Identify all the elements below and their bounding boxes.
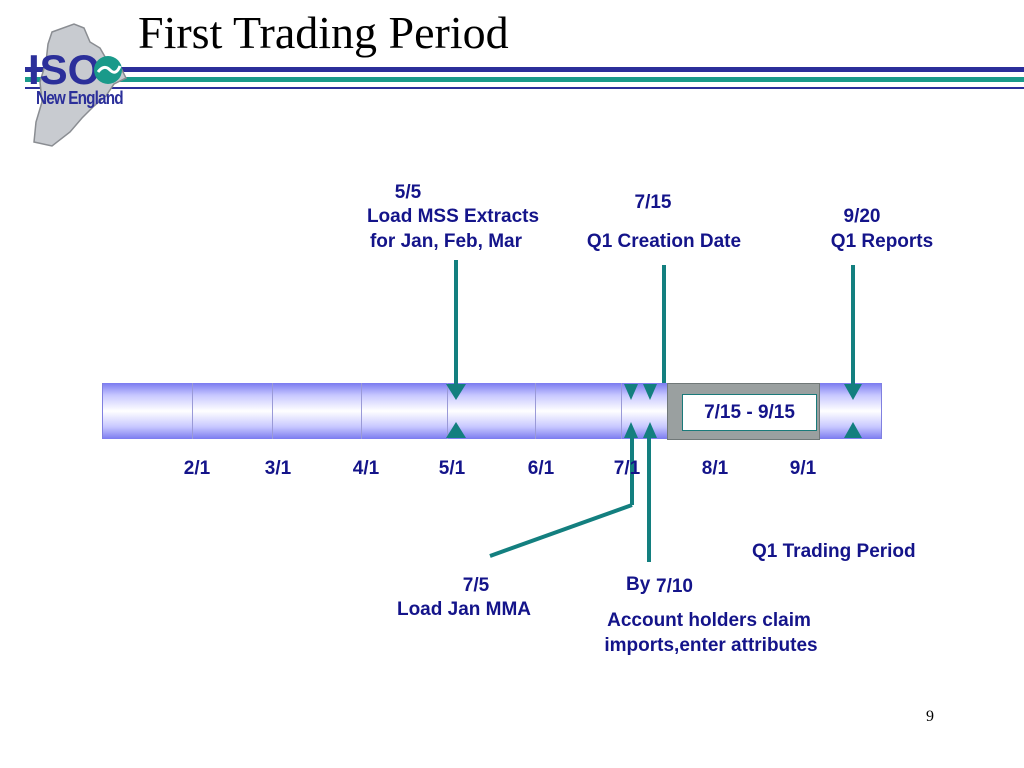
iso-mark: ISO [28,46,100,93]
event-date-7-10: 7/10 [656,576,693,597]
new-england-map-shape [33,23,128,147]
event-label-q1-reports: Q1 Reports [830,231,934,252]
logo-wave [96,65,122,74]
arrow-head-down-5-5 [446,384,466,400]
iso-new-england-logo: ISO [28,23,128,147]
arrow-head-up-5-5 [446,422,466,438]
date-label: 7/1 [613,458,641,479]
date-label: 3/1 [264,458,292,479]
q1-trading-period-label: Q1 Trading Period [752,541,916,562]
marker-up-7-5 [624,422,638,438]
event-date-7-15: 7/15 [634,192,672,213]
header-stripe-navy [25,67,1024,72]
date-label: 8/1 [701,458,729,479]
event-date-7-5: 7/5 [462,575,490,596]
event-label-mss-extracts: Load MSS Extracts [366,206,540,227]
event-label-load-jan-mma: Load Jan MMA [396,599,532,620]
timeline-tick [272,383,273,439]
marker-up-7-10 [643,422,657,438]
timeline-tick [192,383,193,439]
event-date-9-20: 9/20 [843,206,881,227]
timeline-tick [361,383,362,439]
event-label-account-holders: Account holders claim [607,610,811,631]
leader-line-7-5-diagonal [489,503,633,558]
header-stripe-navy-thin [25,87,1024,89]
slide-title: First Trading Period [138,7,509,58]
timeline-tick [621,383,622,439]
event-label-jan-feb-mar: for Jan, Feb, Mar [369,231,523,252]
event-label-imports-attributes: imports,enter attributes [604,635,818,656]
date-label: 6/1 [527,458,555,479]
marker-down-7-10 [643,384,657,400]
arrow-head-down-9-20 [844,384,862,400]
timeline-tick [535,383,536,439]
logo-text: New England [36,88,124,108]
timeline-tick [447,383,448,439]
marker-down-7-5 [624,384,638,400]
date-label: 5/1 [438,458,466,479]
date-label: 9/1 [789,458,817,479]
event-date-5-5: 5/5 [394,182,422,203]
event-label-q1-creation: Q1 Creation Date [586,231,742,252]
date-label: 2/1 [183,458,211,479]
trading-period-range: 7/15 - 9/15 [682,394,817,431]
header-stripe-teal [25,77,1024,82]
event-prefix-by: By [626,574,651,595]
page-number: 9 [926,708,934,725]
arrow-head-up-9-20 [844,422,862,438]
date-label: 4/1 [352,458,380,479]
